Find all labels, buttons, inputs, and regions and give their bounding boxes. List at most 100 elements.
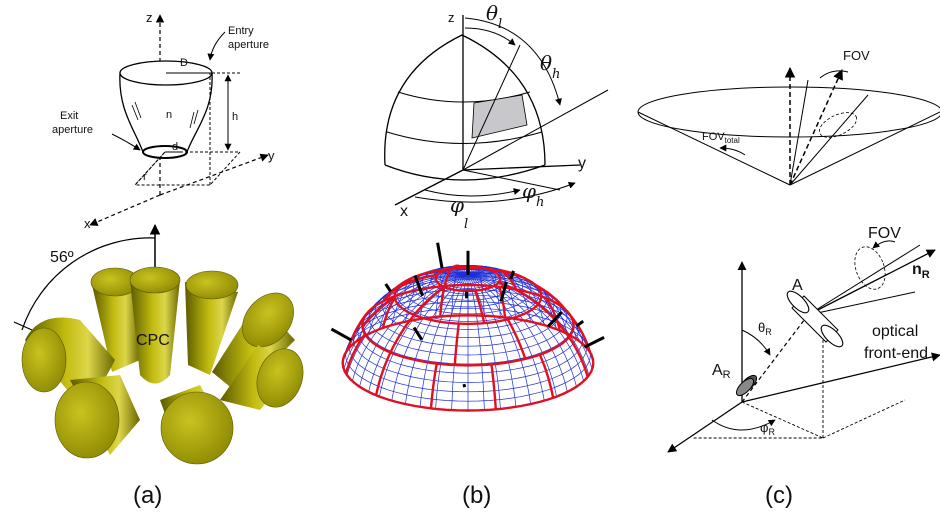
cpc-cone-back-right [185, 270, 239, 375]
cone-rim [637, 86, 940, 138]
segment-divider [381, 295, 398, 329]
normal-spike [547, 310, 563, 328]
cpc-cone-front-left [54, 375, 140, 459]
angle-arc [21, 237, 156, 331]
segment-divider [429, 363, 438, 409]
segment-divider [490, 364, 497, 410]
normal-spike [384, 283, 392, 293]
label-entry-aperture: aperture [228, 39, 269, 51]
normal-spike [412, 326, 424, 341]
fov-edge-1 [789, 79, 809, 186]
segment-divider [443, 268, 453, 287]
fov-total-pointer [719, 144, 746, 156]
mesh-longitude [435, 274, 469, 409]
normal-spike [413, 274, 425, 297]
mesh-longitude [359, 274, 469, 387]
y-projection [822, 399, 906, 439]
cone-side-right [789, 111, 940, 186]
fov-arc [872, 240, 896, 249]
segment-divider [535, 284, 567, 311]
aperture-disc-A [786, 290, 844, 348]
normal-spike [462, 383, 467, 388]
segment-divider [347, 312, 368, 350]
panel-b-spherical-sector: z y x θl θh φl φh [384, 1, 609, 232]
label-z: z [448, 10, 455, 25]
ray-theta-h [462, 89, 609, 171]
normal-spike [583, 336, 605, 349]
cpc-cone-far-right [220, 345, 304, 410]
segment-ring [341, 314, 595, 412]
latitude-line-2 [386, 131, 543, 144]
label-AR: AR [712, 362, 731, 381]
ray-theta-l [462, 44, 521, 171]
mesh-longitude [467, 274, 577, 387]
segment-divider [413, 286, 446, 316]
normal-spike [330, 327, 352, 342]
segment-divider [389, 314, 416, 354]
label-fov2: FOV [868, 225, 901, 242]
fov-edge-2 [789, 94, 869, 186]
y-axis [741, 352, 940, 403]
x-axis [89, 194, 161, 226]
label-theta-l: θl [486, 1, 502, 32]
label-y: y [578, 155, 586, 172]
entry-pointer [207, 31, 226, 61]
segment-divider [450, 264, 462, 270]
segment-ring [361, 283, 575, 367]
mesh-longitude [467, 274, 590, 376]
dome-blue-mesh [342, 264, 594, 411]
segment-divider [567, 336, 589, 378]
panel-b-wireframe-dome [330, 242, 605, 412]
label-theta-h: θh [540, 51, 560, 82]
mesh-longitude [419, 274, 469, 407]
reflection-hatches [131, 101, 199, 129]
normal-spike [499, 281, 508, 302]
panel-a-cpc-schematic: z y x Entry aperture Exit aperture D n h… [52, 10, 275, 231]
caption-b: (b) [462, 482, 491, 509]
arc-theta-h [464, 17, 562, 106]
label-A: A [792, 277, 803, 294]
y-axis [462, 164, 581, 171]
label-y: y [268, 148, 275, 163]
label-thetaR: θR [758, 320, 772, 337]
label-n: n [166, 109, 172, 121]
base-plane [133, 151, 242, 186]
label-fov-total: FOVtotal [702, 131, 740, 145]
segment-divider [544, 297, 562, 331]
cpc-cone-center [129, 266, 181, 384]
mesh-longitude [467, 274, 568, 392]
nr-dashed-line [741, 314, 809, 403]
arc-phi-l [424, 188, 521, 197]
mesh-longitude [346, 274, 469, 376]
segment-divider [361, 296, 396, 328]
panel-c-optical-frontend: FOV nR A θR AR optical front-end φR [667, 225, 940, 453]
segment-divider [538, 354, 555, 399]
dome-base-front [384, 164, 546, 181]
label-exit: Exit [60, 110, 78, 122]
y-axis [159, 153, 269, 196]
segment-divider [344, 333, 366, 374]
panel-c-fov-cone: FOV FOVtotal [637, 48, 940, 186]
arc-phi-h [414, 182, 576, 203]
caption-a: (a) [133, 482, 162, 509]
ray-phi-h [462, 169, 561, 191]
label-entry: Entry [228, 25, 254, 37]
label-x: x [84, 216, 91, 231]
dome-outline [384, 34, 546, 166]
fov-arc [819, 70, 849, 79]
label-cpc: CPC [136, 332, 170, 349]
normal-spike [436, 242, 444, 269]
radius-line [134, 151, 166, 186]
label-nR: nR [912, 261, 930, 281]
segment-divider [473, 290, 486, 324]
normal-spike [509, 270, 515, 280]
cpc-cone-right [212, 292, 295, 395]
panel-a-cpc-cluster: 56º [13, 223, 304, 465]
label-r: r [143, 171, 147, 183]
projection-lines [692, 401, 824, 439]
exit-pointer [111, 133, 141, 151]
cone-side-left [637, 111, 791, 186]
label-z: z [146, 10, 153, 25]
x-axis [394, 169, 464, 206]
segment-divider [506, 318, 527, 360]
